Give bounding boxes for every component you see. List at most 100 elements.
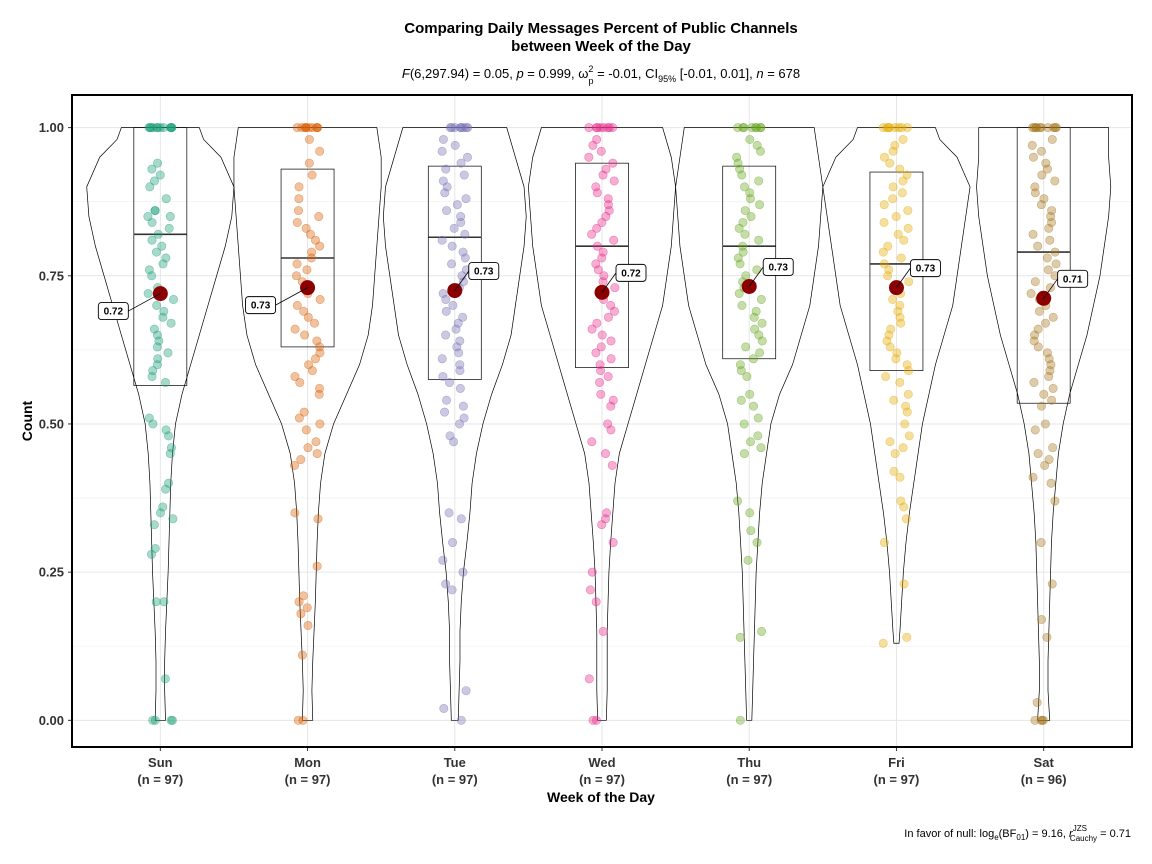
mean-label-connector	[748, 266, 764, 287]
data-point	[291, 271, 301, 281]
data-point	[290, 460, 300, 470]
data-point	[455, 383, 465, 393]
data-point	[463, 123, 473, 133]
data-point	[159, 123, 169, 133]
data-point	[303, 620, 313, 630]
data-point	[595, 123, 605, 133]
data-point	[1046, 478, 1056, 488]
data-point	[754, 235, 764, 245]
data-point	[154, 336, 164, 346]
mean-label-connector	[1043, 278, 1058, 299]
data-point	[898, 443, 908, 453]
data-point	[294, 597, 304, 607]
mean-label: 0.73	[474, 267, 494, 278]
data-point	[598, 626, 608, 636]
caption-mid2: ) = 9.16,	[1025, 828, 1069, 840]
data-point	[737, 170, 747, 180]
y-tick-label: 0.50	[39, 416, 64, 431]
mean-label: 0.73	[768, 262, 788, 273]
data-point	[606, 336, 616, 346]
data-point	[442, 206, 452, 216]
data-point	[292, 300, 302, 310]
data-point	[447, 585, 457, 595]
data-point	[896, 253, 906, 263]
mean-label: 0.72	[104, 307, 124, 318]
subtitle-p-name: p	[515, 66, 523, 81]
data-point	[757, 318, 767, 328]
caption-r-name: r	[1069, 828, 1074, 840]
x-tick-label: Tue	[444, 755, 466, 770]
data-point	[753, 413, 763, 423]
data-point	[584, 152, 594, 162]
data-point	[315, 241, 325, 251]
data-point	[888, 146, 898, 156]
data-point	[315, 419, 325, 429]
data-point	[885, 437, 895, 447]
data-point	[733, 253, 743, 263]
data-point	[152, 342, 162, 352]
data-point	[153, 229, 163, 239]
data-point	[899, 502, 909, 512]
mean-label-connector	[128, 293, 161, 312]
chart-subtitle: F(6,297.94) = 0.05, p = 0.999, ω2 p = -0.…	[402, 64, 800, 86]
data-point	[894, 123, 904, 133]
x-tick-n-label: (n = 96)	[1021, 772, 1067, 787]
y-tick-label: 0.25	[39, 565, 64, 580]
data-point	[297, 650, 307, 660]
data-point	[609, 306, 619, 316]
data-point	[437, 146, 447, 156]
data-point	[587, 437, 597, 447]
data-point	[147, 372, 157, 382]
data-point	[148, 715, 158, 725]
data-point	[897, 188, 907, 198]
subtitle-omega-body: = -0.01, CI	[593, 66, 658, 81]
data-point	[597, 217, 607, 227]
violin-shape	[675, 127, 824, 721]
data-point	[439, 703, 449, 713]
data-point	[452, 200, 462, 210]
data-point	[164, 223, 174, 233]
data-point	[608, 395, 618, 405]
data-point	[143, 289, 153, 299]
data-point	[1036, 715, 1046, 725]
data-point	[879, 217, 889, 227]
data-point	[584, 123, 594, 133]
data-point	[302, 265, 312, 275]
data-point	[1043, 265, 1053, 275]
data-point	[890, 140, 900, 150]
data-point	[746, 526, 756, 536]
subtitle-n-name: n	[756, 66, 763, 81]
data-point	[891, 212, 901, 222]
data-point	[757, 336, 767, 346]
x-tick-n-label: (n = 97)	[726, 772, 772, 787]
data-point	[458, 247, 468, 257]
data-point	[293, 715, 303, 725]
data-point	[737, 300, 747, 310]
data-point	[609, 176, 619, 186]
data-point	[168, 514, 178, 524]
data-point	[601, 164, 611, 174]
data-point	[1048, 443, 1058, 453]
box-iqr	[133, 127, 188, 386]
mean-label: 0.73	[251, 301, 271, 312]
x-tick-n-label: (n = 97)	[874, 772, 920, 787]
caption-r-sup: JZS	[1073, 824, 1087, 833]
data-point	[444, 508, 454, 518]
subtitle-p-body: = 0.999, ω	[524, 66, 589, 81]
data-point	[1028, 472, 1038, 482]
data-point	[164, 478, 174, 488]
data-point	[742, 372, 752, 382]
data-point	[148, 419, 158, 429]
data-point	[745, 508, 755, 518]
data-point	[588, 140, 598, 150]
data-point	[606, 425, 616, 435]
data-point	[304, 134, 314, 144]
data-point	[458, 401, 468, 411]
data-point	[462, 152, 472, 162]
data-point	[448, 538, 458, 548]
data-point	[884, 265, 894, 275]
data-point	[904, 277, 914, 287]
data-point	[592, 188, 602, 198]
data-point	[739, 449, 749, 459]
data-point	[304, 158, 314, 168]
